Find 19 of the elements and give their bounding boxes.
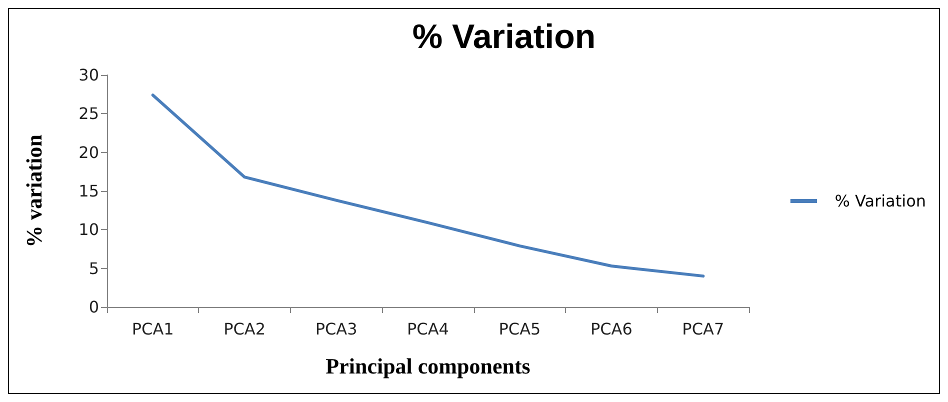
y-tick-label: 15 [78,182,99,200]
y-axis-title: % variation [22,134,46,248]
x-tick-label: PCA4 [407,320,449,338]
y-tick-label: 5 [88,258,99,278]
x-tick-label: PCA2 [224,320,266,338]
line-series [151,94,705,278]
x-tick-label: PCA6 [590,320,632,338]
x-tick-label: PCA1 [132,320,174,338]
x-tick-label: PCA5 [498,320,541,338]
y-tick-label: 30 [78,66,99,84]
x-tick-label: PCA3 [315,320,358,338]
chart-title: % Variation [412,18,596,56]
y-tick-label: 0 [88,298,99,316]
y-tick-label: 20 [78,142,99,162]
y-tick-label: 10 [78,220,99,240]
legend-label: % Variation [834,192,926,210]
x-axis-title: Principal components [326,354,531,378]
y-tick-label: 25 [78,104,99,124]
x-tick-label: PCA7 [682,320,724,338]
